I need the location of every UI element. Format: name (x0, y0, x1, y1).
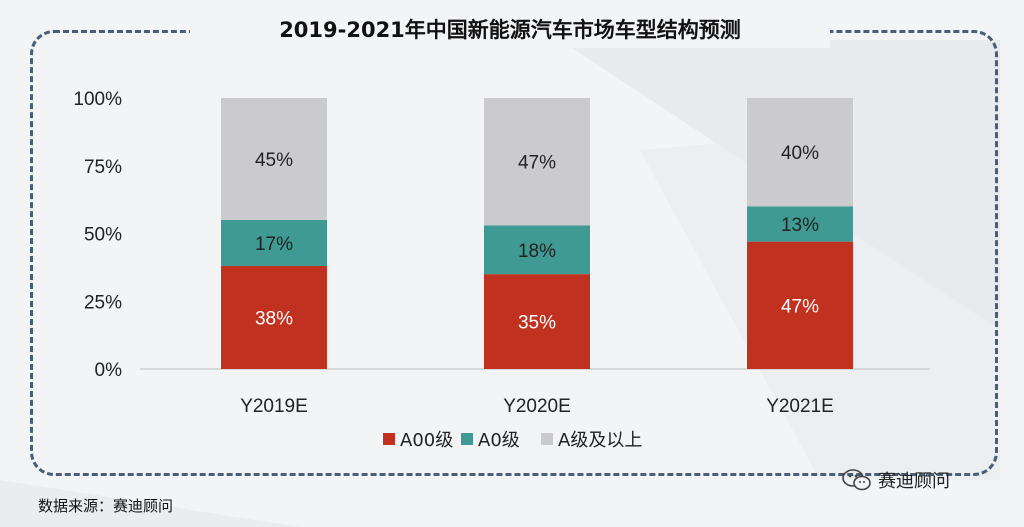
legend-label: A级及以上 (558, 430, 642, 451)
chart-title: 2019-2021年中国新能源汽车市场车型结构预测 (190, 12, 830, 48)
brand-watermark: 赛迪顾问 (842, 467, 950, 493)
data-label: 45% (255, 150, 293, 171)
bar-segment (221, 219, 327, 267)
data-label: 13% (781, 215, 819, 236)
y-tick-label: 25% (84, 292, 122, 313)
brand-name: 赛迪顾问 (878, 471, 950, 492)
x-tick-label: Y2021E (766, 396, 834, 417)
data-label: 38% (255, 309, 293, 330)
x-tick-label: Y2020E (503, 396, 571, 417)
data-source: 数据来源：赛迪顾问 (38, 497, 174, 515)
data-label: 18% (518, 241, 556, 262)
bar-segment (747, 206, 853, 242)
wechat-icon (842, 469, 871, 491)
y-tick-label: 75% (84, 157, 122, 178)
data-label: 17% (255, 234, 293, 255)
bar-segment (484, 274, 590, 369)
x-tick-label: Y2019E (240, 396, 308, 417)
y-tick-label: 0% (95, 360, 123, 381)
data-label: 47% (518, 153, 556, 174)
legend-swatch (541, 433, 553, 445)
bar-segment (747, 241, 853, 369)
data-label: 40% (781, 143, 819, 164)
bar-segment (747, 98, 853, 207)
bar-segment (484, 98, 590, 226)
y-tick-label: 50% (84, 225, 122, 246)
legend-swatch (383, 433, 395, 445)
legend-label: A00级 (400, 430, 453, 451)
bar-segment (221, 266, 327, 369)
data-label: 47% (781, 296, 819, 317)
legend-swatch (461, 433, 473, 445)
legend-label: A0级 (478, 430, 520, 451)
bar-segment (484, 225, 590, 275)
y-tick-label: 100% (73, 89, 122, 110)
data-label: 35% (518, 313, 556, 334)
bar-segment (221, 98, 327, 220)
